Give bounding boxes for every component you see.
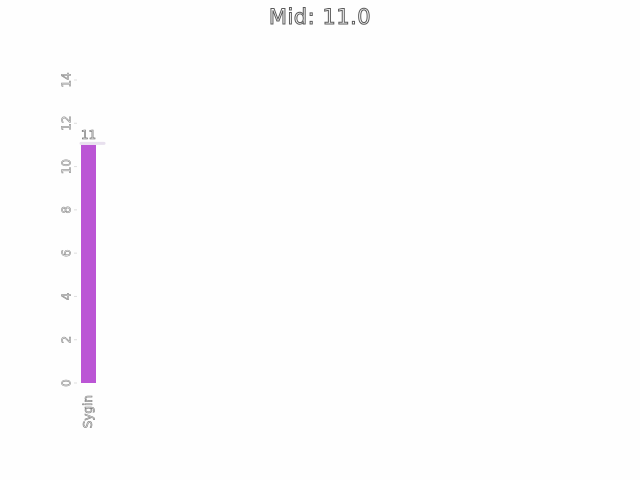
chart-title: Mid: 11.0 [268, 5, 372, 30]
y-tick-label: 12 [60, 116, 74, 131]
y-axis: 0 2 4 6 8 10 12 14 [59, 72, 77, 387]
bars: 11 [79, 128, 106, 383]
y-tick-label: 4 [60, 293, 74, 301]
bar [81, 144, 96, 383]
bar-data-label: 11 [81, 128, 96, 142]
y-tick-label: 8 [60, 206, 74, 214]
x-axis: Sygin [81, 395, 96, 429]
y-tick-label: 2 [60, 336, 74, 344]
y-tick-label: 6 [60, 249, 74, 257]
x-category-label: Sygin [81, 395, 95, 428]
y-tick-label: 10 [60, 159, 74, 174]
y-tick-label: 0 [60, 379, 74, 387]
y-tick-label: 14 [60, 72, 74, 87]
